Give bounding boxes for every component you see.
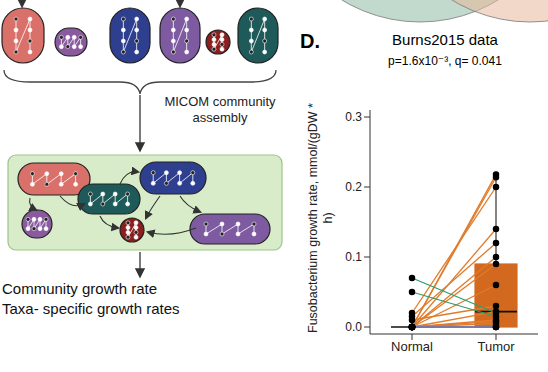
html-text:p=1.6x10⁻³, q= 0.041: p=1.6x10⁻³, q= 0.041 <box>388 54 502 68</box>
svg-text:0.2: 0.2 <box>345 180 362 194</box>
svg-text:0.3: 0.3 <box>345 110 362 124</box>
svg-text:0.1: 0.1 <box>345 250 362 264</box>
svg-text:Normal: Normal <box>391 339 433 354</box>
svg-text:Tumor: Tumor <box>477 339 515 354</box>
html-text:Burns2015 data: Burns2015 data <box>392 31 498 48</box>
html-text:Taxa- specific growth rates: Taxa- specific growth rates <box>2 300 180 317</box>
html-text:MICOM community assembly: MICOM community assembly <box>164 94 276 125</box>
html-text:Fusobacterium growth rate, mmo: Fusobacterium growth rate, mmol/(gDW * h… <box>306 103 335 333</box>
html-text:Community growth rate: Community growth rate <box>2 280 158 297</box>
html-text:D.: D. <box>300 30 320 52</box>
svg-text:0.0: 0.0 <box>345 320 362 334</box>
